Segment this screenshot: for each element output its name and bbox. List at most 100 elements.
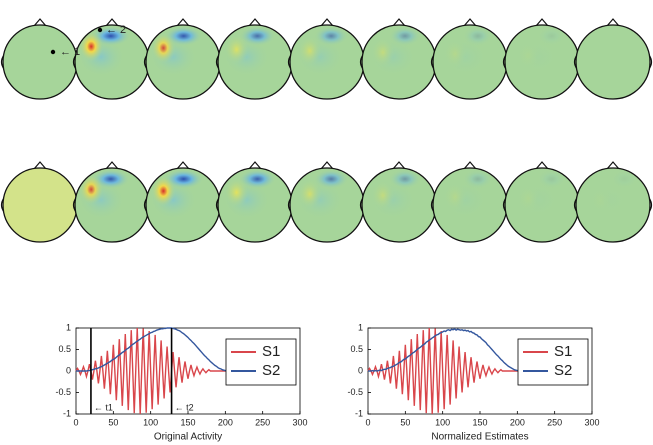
x-tick-label: 0 xyxy=(365,417,370,427)
x-tick-label: 100 xyxy=(143,417,158,427)
series-line xyxy=(76,327,233,372)
x-tick-label: 150 xyxy=(180,417,195,427)
x-tick-label: 100 xyxy=(435,417,450,427)
field xyxy=(297,179,322,209)
nose xyxy=(320,161,334,170)
field xyxy=(313,169,349,189)
head xyxy=(0,18,80,100)
field xyxy=(516,40,541,71)
head xyxy=(502,18,582,100)
nose xyxy=(535,18,549,27)
field xyxy=(79,174,104,205)
field xyxy=(516,183,541,214)
legend-label: S2 xyxy=(262,362,280,379)
y-tick-label: -0.5 xyxy=(347,387,363,397)
series-line xyxy=(75,327,233,415)
head xyxy=(573,18,653,100)
head xyxy=(143,161,223,243)
field xyxy=(297,36,322,66)
head xyxy=(573,161,653,243)
head xyxy=(430,161,510,243)
legend-label: S2 xyxy=(554,362,572,379)
head xyxy=(287,18,367,100)
head xyxy=(0,161,80,243)
nose xyxy=(33,18,47,27)
y-tick-label: 0.5 xyxy=(58,344,71,354)
head xyxy=(215,18,295,100)
y-tick-label: -1 xyxy=(63,408,71,418)
legend-box xyxy=(517,338,589,386)
time-marker-label: ← t1 xyxy=(94,402,113,412)
field xyxy=(238,169,277,189)
field xyxy=(462,26,493,46)
field xyxy=(164,26,203,46)
field xyxy=(224,177,249,208)
y-tick-label: -0.5 xyxy=(55,387,71,397)
y-tick-label: 0 xyxy=(358,365,363,375)
field xyxy=(371,180,395,211)
field xyxy=(239,26,276,46)
nose xyxy=(535,161,549,170)
nose xyxy=(392,161,406,170)
scalp-outline xyxy=(575,24,651,100)
field xyxy=(313,26,349,46)
head xyxy=(359,18,439,100)
x-tick-label: 0 xyxy=(73,417,78,427)
scalp xyxy=(3,25,77,99)
x-tick-label: 250 xyxy=(547,417,562,427)
y-tick-label: 0.5 xyxy=(350,344,363,354)
series-line xyxy=(367,327,525,415)
x-axis-title: Original Activity xyxy=(154,432,222,443)
head xyxy=(287,161,367,243)
nose xyxy=(463,18,477,27)
field xyxy=(388,169,422,189)
x-tick-label: 300 xyxy=(292,417,307,427)
y-tick-label: 1 xyxy=(66,322,71,332)
nose xyxy=(33,161,47,170)
head xyxy=(502,161,582,243)
topomaps xyxy=(0,18,653,243)
electrode xyxy=(97,27,103,33)
x-tick-label: 150 xyxy=(472,417,487,427)
nose xyxy=(320,18,334,27)
head xyxy=(430,18,510,100)
field xyxy=(610,169,639,189)
scalp xyxy=(3,168,77,242)
field xyxy=(388,26,422,46)
field xyxy=(588,185,613,215)
head xyxy=(143,18,223,100)
x-tick-label: 50 xyxy=(108,417,118,427)
y-tick-label: -1 xyxy=(355,408,363,418)
nose xyxy=(105,161,119,170)
field xyxy=(224,34,249,65)
scalp-outline xyxy=(575,167,651,243)
head xyxy=(72,161,152,243)
x-tick-label: 50 xyxy=(400,417,410,427)
field xyxy=(537,169,567,189)
legend-label: S1 xyxy=(262,343,280,360)
y-tick-label: 1 xyxy=(358,322,363,332)
nose xyxy=(248,161,262,170)
head xyxy=(215,161,295,243)
nose xyxy=(105,18,119,27)
electrode xyxy=(50,49,56,55)
field xyxy=(443,39,468,69)
x-tick-label: 200 xyxy=(510,417,525,427)
legend-box xyxy=(225,338,297,386)
nose xyxy=(606,161,620,170)
field xyxy=(151,176,176,206)
scalp xyxy=(576,25,650,99)
head xyxy=(72,18,152,100)
nose xyxy=(463,161,477,170)
x-tick-label: 200 xyxy=(218,417,233,427)
x-axis-title: Normalized Estimates xyxy=(431,432,528,443)
annotation: ← 1 xyxy=(60,46,80,58)
nose xyxy=(392,18,406,27)
legend-label: S1 xyxy=(554,343,572,360)
field xyxy=(371,37,395,68)
field xyxy=(151,33,176,63)
